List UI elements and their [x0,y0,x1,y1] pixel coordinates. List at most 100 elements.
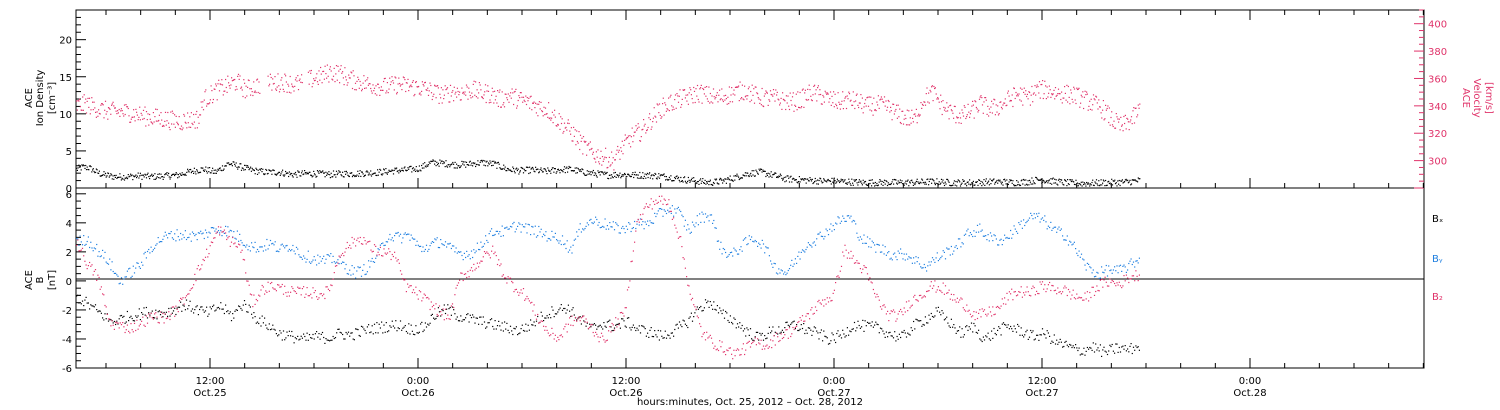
density-point [924,183,926,185]
by-point [975,231,977,233]
velocity-point [1022,104,1024,106]
density-point [736,173,738,175]
velocity-point [1096,102,1098,104]
velocity-point [329,68,331,70]
bx-point [572,307,574,309]
velocity-point [285,75,287,77]
density-point [1050,178,1052,180]
by-point [238,240,240,242]
bz-point [255,298,257,301]
velocity-point [451,91,453,93]
by-point [103,257,105,259]
by-point [487,241,489,243]
by-point [897,250,899,252]
density-point [483,164,485,166]
density-point [260,168,262,170]
density-point [177,177,179,179]
density-point [206,172,208,174]
density-point [472,165,474,167]
velocity-point [1050,96,1052,98]
bx-point [197,314,199,316]
by-point [1019,223,1021,226]
by-point [651,222,653,224]
velocity-point [958,122,960,124]
by-point [693,224,695,226]
velocity-point [371,92,373,94]
velocity-point [641,129,643,131]
density-point [285,172,287,175]
density-point [447,164,449,166]
velocity-point [614,159,616,161]
density-point [715,178,718,180]
bz-point [293,290,295,292]
velocity-point [826,93,828,95]
velocity-point [288,85,290,87]
velocity-point [236,88,238,90]
bx-point [699,307,701,309]
bx-point [812,330,814,332]
bx-point [209,306,211,308]
velocity-point [893,113,895,115]
bx-point [422,330,424,333]
velocity-point [294,79,297,81]
bz-point [115,321,117,323]
bx-point [931,315,934,318]
by-point [920,266,922,268]
velocity-point [253,81,255,83]
density-point [1042,179,1044,181]
bx-point [306,332,308,334]
bx-point [978,329,980,331]
bx-point [968,326,970,328]
bx-point [358,334,360,337]
velocity-point [396,93,398,95]
velocity-point [794,104,796,106]
bx-point [96,309,98,311]
density-point [586,174,588,176]
velocity-point [1032,93,1034,95]
velocity-point [601,156,604,158]
velocity-point [902,123,905,125]
bx-point [428,324,430,326]
velocity-point [784,100,786,102]
bx-point [359,335,361,337]
bx-point [1031,331,1033,334]
by-point [457,251,460,253]
velocity-point [77,99,79,102]
velocity-point [993,98,995,100]
by-point [401,242,403,244]
velocity-point [769,100,771,102]
by-point [109,258,111,260]
velocity-point [947,110,949,112]
bx-point [345,331,347,334]
by-point [605,228,607,230]
density-point [247,165,249,167]
bz-point [291,286,293,288]
bx-point [273,328,275,330]
density-point [153,178,155,180]
density-point [769,173,771,175]
density-point [802,178,804,180]
density-point [980,180,982,183]
velocity-point [1102,100,1104,102]
velocity-point [1138,107,1140,109]
density-point [124,177,126,179]
velocity-point [1108,107,1110,109]
density-point [991,180,993,182]
bx-point [463,319,465,321]
by-point [587,224,590,226]
by-point [183,236,185,239]
velocity-point [393,89,395,91]
density-point [1103,180,1105,182]
by-point [801,249,804,251]
density-point [528,172,530,175]
velocity-point [643,119,645,121]
bx-point [242,304,244,306]
density-point [625,176,627,178]
velocity-point [503,102,505,104]
by-point [682,216,684,218]
bx-point [325,338,327,340]
velocity-point [472,96,474,98]
velocity-point [272,78,274,80]
bx-point [207,315,209,317]
velocity-point [96,111,98,113]
